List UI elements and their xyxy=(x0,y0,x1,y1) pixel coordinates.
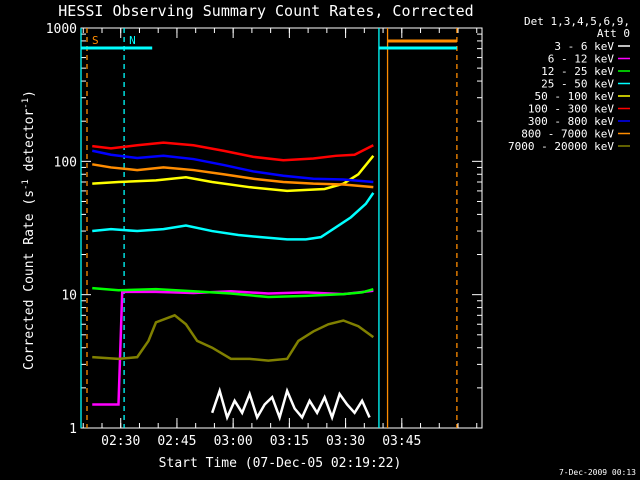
series-line-7 xyxy=(91,149,374,184)
legend-label: 12 - 25 keV xyxy=(541,65,614,78)
x-axis-label: Start Time (07-Dec-05 02:19:22) xyxy=(159,456,402,471)
y-tick-label: 100 xyxy=(54,155,77,170)
series-line-9 xyxy=(92,313,375,362)
y-axis-label-mid: detector xyxy=(22,109,37,180)
x-tick-label: 03:30 xyxy=(326,434,365,449)
legend-header: Att 0 xyxy=(597,27,630,40)
x-tick-label: 03:00 xyxy=(214,434,253,449)
series-line-6 xyxy=(92,141,374,162)
legend-label: 100 - 300 keV xyxy=(528,103,614,116)
annotation-label: N xyxy=(129,34,136,47)
legend-label: 50 - 100 keV xyxy=(535,90,615,103)
y-tick-label: 1000 xyxy=(46,22,77,37)
y-tick-label: 10 xyxy=(61,289,77,304)
x-tick-label: 02:30 xyxy=(101,434,140,449)
y-axis-label-main: Corrected Count Rate (s xyxy=(22,190,37,370)
y-axis-label-sup1: -1 xyxy=(21,179,31,190)
series-line-4 xyxy=(92,192,375,241)
x-tick-label: 03:45 xyxy=(382,434,421,449)
legend-label: 800 - 7000 keV xyxy=(521,128,614,141)
plot-frame xyxy=(80,27,483,429)
series-line-5 xyxy=(92,155,375,193)
legend-header: Det 1,3,4,5,6,9, xyxy=(524,15,630,28)
y-tick-label: 1 xyxy=(69,422,77,437)
chart-title: HESSI Observing Summary Count Rates, Cor… xyxy=(58,2,473,20)
legend-label: 6 - 12 keV xyxy=(548,53,615,66)
x-tick-label: 03:15 xyxy=(270,434,309,449)
footer-date: 7-Dec-2009 00:13 xyxy=(559,468,636,477)
legend-label: 25 - 50 keV xyxy=(541,78,614,91)
y-axis-label-end: ) xyxy=(22,90,37,98)
series-line-1 xyxy=(210,386,371,422)
series-line-3 xyxy=(92,286,374,299)
y-axis-label: Corrected Count Rate (s-1 detector-1) xyxy=(21,90,37,370)
legend-label: 7000 - 20000 keV xyxy=(508,140,614,153)
plot-area: 1 10 100 1000 02:30 02:45 03:00 03:15 03:30 03:45… xyxy=(46,22,483,449)
x-tick-label: 02:45 xyxy=(157,434,196,449)
series-line-2 xyxy=(92,289,374,406)
legend-label: 300 - 800 keV xyxy=(528,115,614,128)
legend-label: 3 - 6 keV xyxy=(554,40,614,53)
annotation-label: S xyxy=(92,34,99,47)
series-line-8 xyxy=(92,163,374,189)
y-axis-label-sup2: -1 xyxy=(21,98,31,109)
